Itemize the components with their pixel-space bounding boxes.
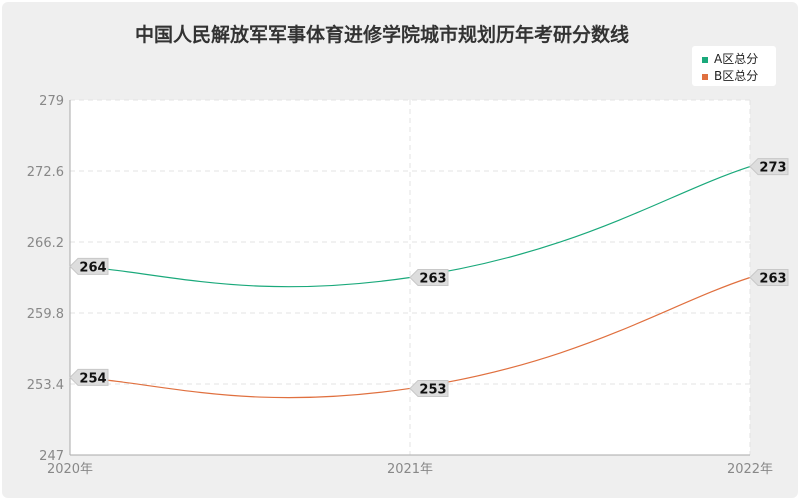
legend-item-b: B区总分 — [702, 67, 758, 84]
data-label: 263 — [759, 272, 786, 287]
legend-label-a: A区总分 — [714, 52, 759, 66]
legend-item-a: A区总分 — [702, 50, 758, 67]
data-label-bg — [69, 257, 109, 275]
data-label-bg — [409, 379, 449, 397]
legend-swatch-a — [702, 56, 708, 63]
legend-label-b: B区总分 — [714, 69, 759, 83]
y-tick-label: 272.6 — [27, 165, 64, 180]
data-label: 273 — [759, 161, 786, 176]
legend-swatch-b — [702, 73, 708, 80]
y-tick-label: 259.8 — [27, 307, 64, 322]
data-label: 254 — [79, 371, 106, 386]
chart-title: 中国人民解放军军事体育进修学院城市规划历年考研分数线 — [134, 24, 629, 46]
x-tick-label: 2021年 — [387, 462, 433, 477]
data-label-bg — [69, 368, 109, 386]
y-tick-label: 279 — [39, 94, 64, 109]
data-label: 263 — [419, 272, 446, 287]
x-tick-label: 2022年 — [727, 462, 773, 477]
data-label-bg — [409, 269, 449, 286]
y-tick-label: 247 — [39, 449, 64, 464]
data-label: 253 — [419, 382, 446, 397]
y-tick-label: 253.4 — [27, 378, 64, 393]
data-label-bg — [749, 158, 789, 176]
data-label: 264 — [79, 260, 106, 275]
y-tick-label: 266.2 — [27, 236, 64, 251]
legend: A区总分 B区总分 — [692, 46, 776, 86]
x-tick-label: 2020年 — [47, 462, 93, 477]
data-label-bg — [749, 269, 789, 286]
